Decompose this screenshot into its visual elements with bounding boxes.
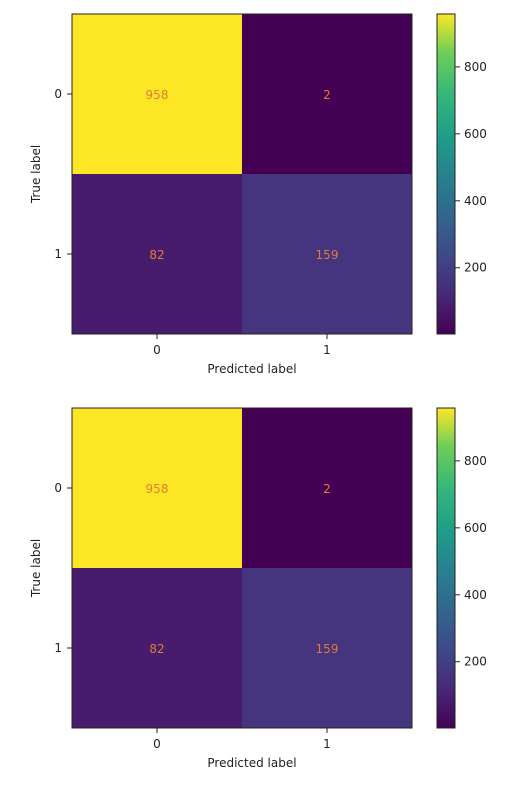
cell-value-label: 958 [146,482,169,496]
colorbar-tick-label: 600 [464,521,487,535]
confusion-matrix-panel-1: 958 2 82 159 0 1 0 1 Predicted label True label 20… [29,13,487,376]
cell-value-label: 958 [146,88,169,102]
colorbar-tick-label: 200 [464,261,487,275]
y-axis-label: True label [29,539,43,598]
heatmap-cell [72,568,242,728]
cell-value-label: 159 [316,248,339,262]
cell-value-label: 82 [149,642,164,656]
x-tick-label: 0 [153,343,161,357]
y-tick-label: 1 [54,247,62,261]
heatmap-cell [72,408,242,568]
colorbar-tick-label: 800 [464,454,487,468]
heatmap-cell [72,174,242,334]
x-tick-label: 0 [153,737,161,751]
plot-frame [71,407,413,729]
colorbar-tick-label: 600 [464,127,487,141]
x-axis-label: Predicted label [207,362,296,376]
colorbar [436,407,456,729]
colorbar-tick-label: 200 [464,655,487,669]
cell-value-label: 159 [316,642,339,656]
heatmap-cell [242,408,412,568]
confusion-matrix-panel-2: 958 2 82 159 0 1 0 1 Predicted label True label 20… [29,407,487,770]
heatmap-cell [242,174,412,334]
heatmap-cell [242,568,412,728]
heatmap-cell [72,14,242,174]
colorbar-tick-label: 400 [464,194,487,208]
y-tick-label: 0 [54,481,62,495]
cell-value-label: 2 [323,482,331,496]
y-tick-label: 1 [54,641,62,655]
plot-frame [71,13,413,335]
y-tick-label: 0 [54,87,62,101]
cell-value-label: 82 [149,248,164,262]
colorbar-tick-label: 400 [464,588,487,602]
colorbar-tick-label: 800 [464,60,487,74]
colorbar [436,13,456,335]
x-tick-label: 1 [323,343,331,357]
x-tick-label: 1 [323,737,331,751]
x-axis-label: Predicted label [207,756,296,770]
heatmap-cell [242,14,412,174]
cell-value-label: 2 [323,88,331,102]
y-axis-label: True label [29,145,43,204]
